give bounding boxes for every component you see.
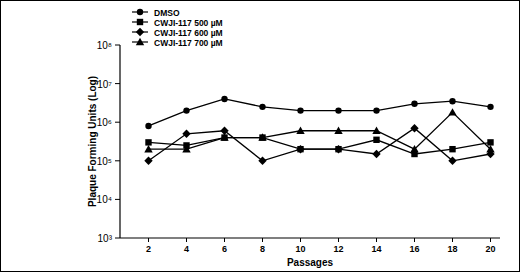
point (486, 145, 494, 152)
legend-label: DMSO (154, 8, 180, 18)
y-tick-label: 10⁶ (97, 117, 112, 128)
point (487, 139, 493, 145)
y-tick (115, 122, 120, 123)
x-tick (148, 238, 149, 242)
x-tick (300, 238, 301, 242)
point (258, 157, 266, 165)
y-tick-label: 10⁵ (97, 156, 112, 167)
point (221, 96, 227, 102)
x-tick-label: 2 (146, 244, 151, 254)
y-tick (115, 83, 120, 84)
point (220, 133, 228, 140)
point (145, 139, 151, 145)
point (449, 146, 455, 152)
point (296, 145, 304, 153)
y-axis-title: Plaque Forming Units (Log) (87, 76, 98, 207)
point (297, 107, 303, 113)
x-tick-label: 12 (333, 244, 343, 254)
point (334, 145, 342, 153)
legend-label: CWJI-117 600 µM (154, 28, 223, 38)
y-axis (119, 45, 120, 238)
series-line (149, 99, 491, 126)
y-tick (115, 160, 120, 161)
point (259, 104, 265, 110)
x-tick (338, 238, 339, 242)
series-line (149, 112, 491, 149)
x-tick (376, 238, 377, 242)
legend-label: CWJI-117 700 µM (154, 38, 223, 48)
legend-marker (136, 28, 144, 36)
legend: DMSOCWJI-117 500 µMCWJI-117 600 µMCWJI-1… (132, 8, 223, 48)
point (449, 98, 455, 104)
plot-area (144, 96, 494, 165)
point (487, 104, 493, 110)
y-tick (115, 238, 120, 239)
x-tick-label: 4 (184, 244, 189, 254)
point (335, 107, 341, 113)
point (182, 130, 190, 138)
x-tick-label: 10 (295, 244, 305, 254)
point (372, 150, 380, 158)
point (373, 137, 379, 143)
y-tick-label: 10⁸ (97, 40, 112, 51)
point (373, 107, 379, 113)
point (221, 134, 227, 140)
frame (1, 1, 520, 272)
y-tick (115, 199, 120, 200)
y-tick (115, 45, 120, 46)
chart: 10³ 10⁴ 10⁵ 10⁶ 10⁷ 10⁸ 2 4 6 8 10 12 14 16 18 20 Passag… (0, 0, 520, 272)
x-tick-label: 8 (260, 244, 265, 254)
x-tick-label: 14 (371, 244, 381, 254)
point (448, 108, 456, 115)
x-tick-label: 16 (409, 244, 419, 254)
point (145, 123, 151, 129)
y-tick-label: 10⁴ (97, 194, 112, 205)
point (411, 101, 417, 107)
point (410, 145, 418, 152)
point (334, 127, 342, 134)
point (258, 133, 266, 140)
y-tick-label: 10³ (98, 233, 113, 244)
x-tick (452, 238, 453, 242)
y-tick-label: 10⁷ (97, 79, 112, 90)
legend-marker (136, 38, 144, 45)
x-tick (224, 238, 225, 242)
x-tick-label: 18 (447, 244, 457, 254)
legend-marker (137, 19, 143, 25)
point (144, 157, 152, 165)
x-tick (490, 238, 491, 242)
x-axis (120, 237, 500, 238)
x-tick-label: 6 (222, 244, 227, 254)
point (410, 124, 418, 132)
x-tick-label: 20 (485, 244, 495, 254)
x-tick (186, 238, 187, 242)
point (372, 127, 380, 134)
legend-label: CWJI-117 500 µM (154, 18, 223, 28)
point (144, 145, 152, 152)
point (296, 127, 304, 134)
point (183, 107, 189, 113)
point (448, 157, 456, 165)
x-tick (262, 238, 263, 242)
legend-marker (137, 9, 143, 15)
x-axis-title: Passages (287, 257, 334, 268)
point (182, 145, 190, 152)
x-tick (414, 238, 415, 242)
